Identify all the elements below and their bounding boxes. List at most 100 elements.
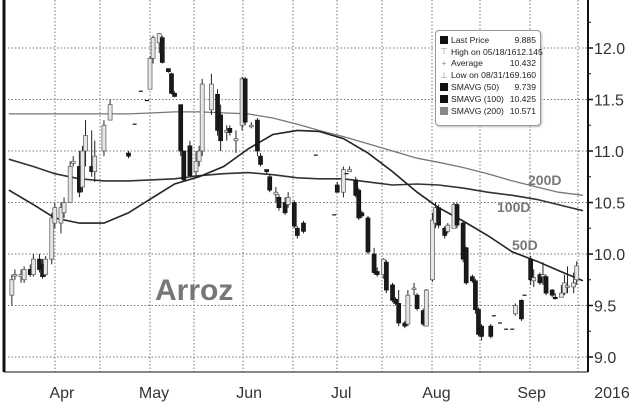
candle-body-up xyxy=(531,277,537,282)
candle-body-up xyxy=(405,294,411,325)
legend-item: SMAVG (50) 9.739 xyxy=(440,81,536,93)
candle-body-up xyxy=(423,289,429,327)
candle-body-up xyxy=(512,305,518,315)
candle-body-up xyxy=(199,83,205,152)
candle xyxy=(21,266,27,283)
candle xyxy=(242,76,248,126)
y-tick-label: 9.0 xyxy=(594,350,616,367)
candle-body-up xyxy=(574,265,580,281)
x-tick-label: Apr xyxy=(49,385,75,402)
candle xyxy=(199,78,205,157)
candle xyxy=(147,56,153,90)
candle-body-up xyxy=(67,166,73,203)
candle-body-down xyxy=(473,280,478,310)
candle xyxy=(519,299,524,321)
candle-body-down xyxy=(353,179,359,196)
candle-body-up xyxy=(30,258,36,275)
candle xyxy=(67,161,73,203)
low-marker-icon: ⊥ xyxy=(440,70,448,80)
candle-body-down xyxy=(454,204,460,226)
candle-body-up xyxy=(196,150,202,162)
candle-body-up xyxy=(273,191,279,195)
candle xyxy=(193,151,199,177)
candle xyxy=(126,151,131,159)
candle-body-up xyxy=(80,150,85,188)
candle-body-up xyxy=(285,197,291,205)
legend-label: High on 05/18/16 xyxy=(451,46,517,57)
legend-label: SMAVG (200) xyxy=(451,105,504,116)
candle-body-down xyxy=(488,325,494,337)
candle-body-up xyxy=(147,57,153,90)
candle xyxy=(196,145,202,167)
candle-body-up xyxy=(571,282,577,288)
candle-body-up xyxy=(52,207,58,224)
candle xyxy=(291,200,297,229)
candle xyxy=(107,99,113,121)
candle xyxy=(43,256,48,277)
candles xyxy=(9,33,580,341)
candle-body-down xyxy=(215,93,220,131)
legend-value: 10.571 xyxy=(509,105,536,116)
x-tick-label: Jun xyxy=(236,385,262,402)
candle xyxy=(359,210,365,218)
candle-body-up xyxy=(9,279,15,296)
candle-body-down xyxy=(159,37,165,63)
legend-item: ⊥ Low on 08/31/16 9.160 xyxy=(440,69,537,81)
square-black-icon xyxy=(440,94,448,103)
y-tick-label: 9.5 xyxy=(594,299,616,316)
legend-item: SMAVG (100) 10.425 xyxy=(440,93,536,105)
candle-body-up xyxy=(101,124,107,152)
candle-body-up xyxy=(209,83,214,111)
candle-body-down xyxy=(276,197,282,209)
candle xyxy=(512,303,518,316)
candle-body-up xyxy=(150,37,156,59)
candle xyxy=(267,173,273,193)
candle xyxy=(101,120,107,157)
candle-body-up xyxy=(193,160,199,172)
candle-body-down xyxy=(519,300,524,320)
candle xyxy=(255,118,260,157)
candle xyxy=(181,150,187,182)
candle xyxy=(49,212,55,265)
candle-body-up xyxy=(61,202,67,214)
y-tick-label: 10.0 xyxy=(594,247,625,264)
candle xyxy=(301,221,306,234)
candle-body-down xyxy=(414,294,420,309)
candle xyxy=(488,324,494,339)
candle-body-up xyxy=(43,258,48,275)
candle-body-down xyxy=(255,119,260,152)
candle-body-up xyxy=(21,269,27,281)
candle-body-down xyxy=(187,145,193,177)
candle-body-up xyxy=(58,207,64,224)
candle xyxy=(92,140,98,182)
candle-body-down xyxy=(291,202,297,227)
candle xyxy=(430,212,435,282)
legend-item: Last Price 9.885 xyxy=(440,34,536,46)
legend: Last Price 9.885 ⊤ High on 05/18/16 12.145 + A… xyxy=(435,30,543,126)
candle xyxy=(248,122,254,129)
candle-body-up xyxy=(83,135,88,152)
square-gray-icon xyxy=(440,106,448,115)
candle-body-down xyxy=(479,325,484,337)
candle xyxy=(405,290,411,327)
year-label: 2016 xyxy=(594,385,630,402)
candle xyxy=(356,188,362,221)
candle-body-down xyxy=(396,303,402,324)
candle-body-down xyxy=(393,298,398,304)
watermark-text: Arroz xyxy=(155,274,233,307)
candle xyxy=(476,307,481,337)
candle-body-up xyxy=(562,282,567,294)
candle xyxy=(423,289,429,327)
candle xyxy=(61,197,67,218)
x-tick-label: Jul xyxy=(331,385,351,402)
candle-body-down xyxy=(227,127,233,133)
candle-body-up xyxy=(12,274,18,277)
candle-body-down xyxy=(442,227,448,236)
candle-body-down xyxy=(549,289,555,296)
square-black-icon xyxy=(440,83,448,92)
candle-body-down xyxy=(356,189,362,219)
candle xyxy=(396,290,402,327)
y-tick-label: 10.5 xyxy=(594,196,625,213)
candle xyxy=(549,289,555,298)
candle-body-up xyxy=(70,160,76,164)
